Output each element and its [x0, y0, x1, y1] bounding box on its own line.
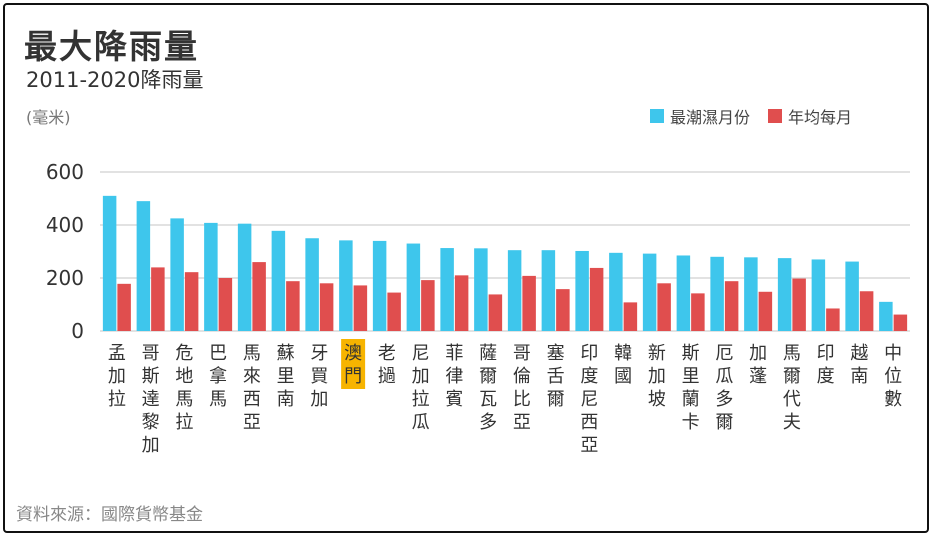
legend-swatch-series1 [650, 109, 664, 123]
x-category-label: 馬來西亞 [243, 343, 261, 433]
x-category-label: 加蓬 [749, 343, 767, 387]
y-tick-label: 400 [46, 213, 84, 237]
bar-series1 [845, 261, 859, 331]
legend-label-series2: 年均每月 [788, 108, 853, 127]
x-category-label: 哥倫比亞 [513, 343, 531, 433]
bar-series2 [556, 289, 570, 331]
x-category-label: 薩爾瓦多 [479, 343, 497, 433]
bar-series2 [893, 314, 908, 331]
x-category-label: 新加坡 [648, 343, 666, 410]
x-category-label: 蘇里南 [277, 343, 295, 410]
chart-subtitle: 2011-2020降雨量 [26, 68, 204, 92]
bar-series2 [286, 281, 300, 331]
legend-item-series2: 年均每月 [768, 104, 852, 128]
bar-series2 [826, 308, 840, 331]
bar-series1 [102, 195, 117, 331]
bar-series2 [353, 285, 368, 331]
bar-series1 [609, 252, 623, 331]
x-category-label: 印度尼西亞 [580, 343, 598, 456]
bar-series1 [710, 256, 724, 331]
bar-series2 [387, 292, 401, 331]
bar-series2 [421, 280, 435, 331]
bar-series2 [151, 267, 165, 331]
x-category-label: 尼加拉瓜 [412, 343, 430, 433]
bar-series2 [184, 272, 199, 331]
x-category-label: 巴拿馬 [209, 343, 227, 410]
bar-series2 [252, 262, 266, 331]
y-tick-label: 0 [71, 319, 84, 343]
x-category-label: 印度 [817, 343, 835, 387]
bar-series1 [237, 223, 252, 331]
bar-series1 [777, 258, 792, 331]
legend: 最潮濕月份 年均每月 [650, 104, 852, 128]
bar-series1 [744, 257, 758, 331]
x-category-label: 韓國 [614, 343, 632, 387]
bar-series1 [474, 248, 488, 331]
bar-series1 [305, 238, 319, 331]
x-category-label: 馬爾代夫 [783, 343, 801, 433]
bar-series2 [691, 293, 705, 331]
x-category-label: 澳門 [344, 343, 362, 387]
bar-series1 [879, 301, 893, 331]
bar-series1 [440, 248, 454, 331]
bar-series2 [319, 283, 334, 331]
bar-series1 [136, 201, 151, 331]
x-category-label: 越南 [850, 343, 868, 387]
bar-series2 [589, 267, 604, 331]
bar-series2 [859, 291, 874, 331]
y-tick-label: 600 [46, 160, 84, 184]
bar-series2 [792, 278, 806, 331]
bar-series2 [218, 278, 233, 331]
bar-series1 [811, 259, 826, 331]
bar-series1 [507, 250, 522, 331]
x-category-label: 中位數 [884, 343, 902, 410]
x-category-label: 厄瓜多爾 [715, 343, 733, 433]
bar-series2 [724, 281, 739, 331]
y-tick-label: 200 [46, 266, 84, 290]
bar-series2 [454, 275, 469, 331]
x-category-label: 菲律賓 [445, 343, 463, 410]
bar-series1 [676, 255, 691, 331]
bar-series2 [117, 283, 131, 331]
x-category-label: 老撾 [378, 343, 396, 387]
bar-series1 [541, 250, 556, 331]
bar-series1 [575, 250, 589, 331]
bar-series1 [642, 253, 657, 331]
x-category-label: 哥斯達黎加 [142, 343, 160, 456]
bar-series1 [271, 230, 286, 331]
x-category-label: 塞舌爾 [547, 343, 565, 410]
bar-series2 [488, 294, 503, 331]
legend-swatch-series2 [768, 109, 783, 123]
x-category-label: 危地馬拉 [175, 343, 193, 433]
chart-title: 最大降雨量 [24, 27, 199, 66]
bar-series2 [522, 275, 536, 331]
bar-series2 [758, 291, 773, 331]
highlight-box [341, 339, 366, 389]
bar-series1 [204, 222, 218, 331]
bar-series2 [657, 283, 671, 331]
unit-label: (毫米) [26, 108, 71, 127]
bar-series1 [372, 240, 387, 331]
bar-series1 [406, 243, 421, 331]
legend-item-series1: 最潮濕月份 [650, 104, 750, 128]
x-category-label: 牙買加 [310, 343, 328, 410]
bar-series1 [170, 218, 184, 331]
x-category-label: 孟加拉 [108, 343, 126, 410]
legend-label-series1: 最潮濕月份 [670, 108, 751, 127]
bar-series1 [339, 240, 353, 331]
x-category-label: 斯里蘭卡 [682, 343, 700, 433]
source-note: 資料來源：國際貨幣基金 [16, 505, 203, 525]
bar-series2 [623, 302, 638, 331]
